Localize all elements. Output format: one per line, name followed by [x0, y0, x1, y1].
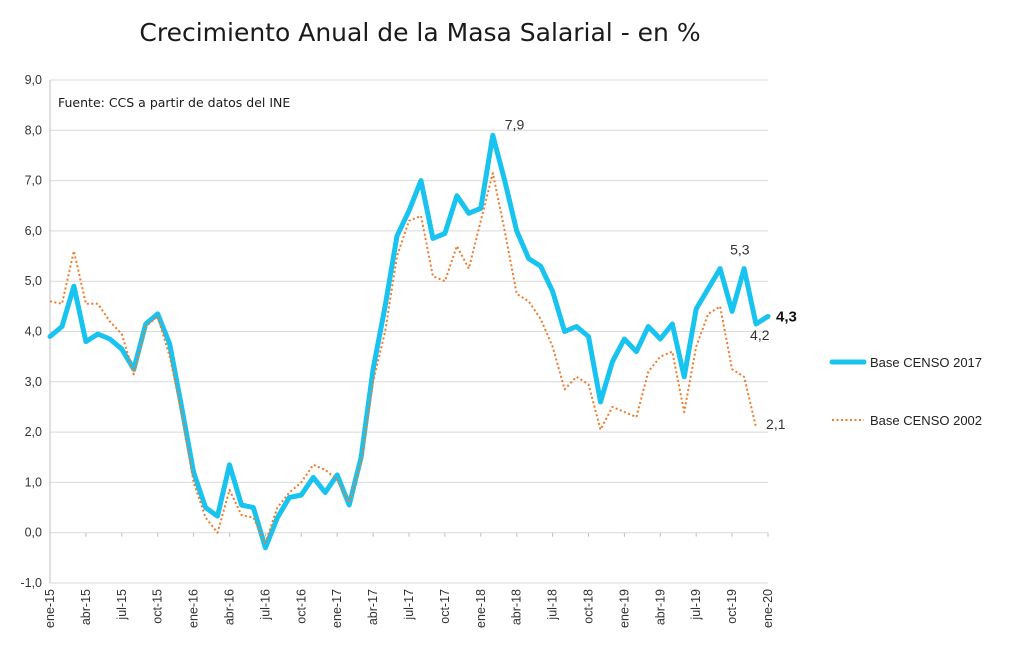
x-tick-label: abr-19: [653, 589, 667, 625]
y-tick-label: 7,0: [25, 174, 42, 188]
x-tick-label: ene-16: [187, 589, 201, 628]
x-tick-label: jul-18: [546, 589, 560, 621]
x-tick-label: ene-20: [761, 589, 775, 628]
data-label: 7,9: [505, 116, 525, 132]
x-tick-label: jul-19: [689, 589, 703, 621]
series-line-censo-2017: [47, 132, 771, 551]
y-tick-label: 0,0: [25, 526, 42, 540]
x-tick-label: ene-17: [330, 589, 344, 628]
legend-label: Base CENSO 2017: [870, 355, 982, 370]
y-tick-label: 6,0: [25, 224, 42, 238]
data-label: 4,3: [776, 308, 797, 325]
source-note: Fuente: CCS a partir de datos del INE: [58, 95, 291, 110]
axes: -1,0 0,0 1,0 2,0 3,0 4,0 5,0 6,0 7,0 8,0 9,0 ene-15…: [20, 73, 775, 628]
data-label: 5,3: [730, 242, 750, 258]
x-tick-label: ene-18: [474, 589, 488, 628]
y-tick-label: -1,0: [20, 576, 42, 590]
x-tick-label: ene-19: [617, 589, 631, 628]
y-tick-label: 3,0: [25, 375, 42, 389]
x-tick-label: abr-17: [366, 589, 380, 625]
y-tick-label: 8,0: [25, 123, 42, 137]
y-tick-label: 9,0: [25, 73, 42, 87]
data-label: 4,2: [750, 327, 770, 343]
y-tick-label: 1,0: [25, 475, 42, 489]
x-tick-label: jul-17: [402, 589, 416, 621]
data-labels: 7,9 5,3 4,2 4,3 2,1: [505, 116, 797, 432]
x-tick-label: ene-15: [43, 589, 57, 628]
x-tick-label: oct-18: [582, 589, 596, 624]
x-tick-label: jul-16: [258, 589, 272, 621]
x-tick-label: abr-15: [79, 589, 93, 625]
y-tick-label: 2,0: [25, 425, 42, 439]
data-label: 2,1: [766, 416, 786, 432]
series-group: [47, 132, 771, 551]
x-tick-label: oct-17: [438, 589, 452, 624]
chart-title: Crecimiento Anual de la Masa Salarial - …: [139, 18, 701, 47]
y-tick-label: 5,0: [25, 274, 42, 288]
x-tick-label: abr-18: [510, 589, 524, 625]
x-tick-label: oct-19: [725, 589, 739, 624]
x-tick-label: oct-16: [294, 589, 308, 624]
y-tick-label: 4,0: [25, 325, 42, 339]
x-tick-label: abr-16: [223, 589, 237, 625]
x-tick-label: jul-15: [115, 589, 129, 621]
legend-label: Base CENSO 2002: [870, 413, 982, 428]
legend: Base CENSO 2017 Base CENSO 2002: [829, 355, 982, 428]
gridlines: [50, 79, 768, 584]
x-tick-label: oct-15: [151, 589, 165, 624]
